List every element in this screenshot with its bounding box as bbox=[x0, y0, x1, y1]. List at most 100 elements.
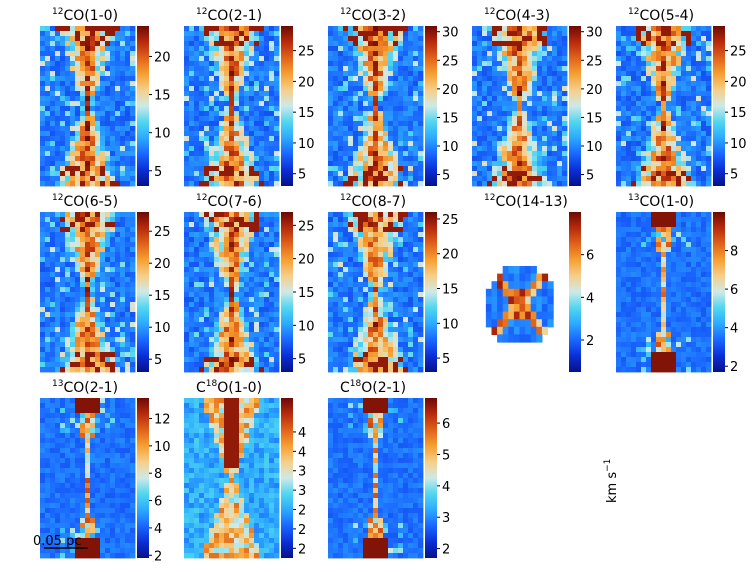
panel-title-line: O(1-0) bbox=[217, 380, 262, 396]
colorbar-tick-label: 4 bbox=[298, 426, 306, 441]
colorbar-tick-label: 10 bbox=[298, 137, 315, 152]
colorbar-tick-label: 25 bbox=[298, 45, 315, 60]
panel-title-line: O(2-1) bbox=[361, 380, 406, 396]
panel: 13CO(1-0) 2 4 6 8 bbox=[616, 193, 738, 375]
panel-title: 12CO(14-13) bbox=[484, 193, 568, 210]
colorbar-tick-label: 10 bbox=[154, 321, 171, 336]
colorbar bbox=[137, 398, 149, 558]
colorbar-tick-label: 12 bbox=[154, 413, 171, 428]
colorbar-tick-label: 2 bbox=[298, 504, 306, 519]
heatmap-cells bbox=[184, 212, 280, 373]
colorbar-tick-label: 15 bbox=[730, 106, 747, 121]
colorbar-tick-label: 15 bbox=[586, 111, 603, 126]
colorbar-tick-label: 5 bbox=[442, 169, 450, 184]
colorbar bbox=[425, 212, 437, 372]
colorbar-tick-label: 5 bbox=[154, 165, 162, 180]
panel-title-isotope: 18 bbox=[206, 379, 218, 389]
panel: 12CO(3-2) 5 10 15 20 25 30 bbox=[328, 7, 459, 187]
colorbar-tick-label: 2 bbox=[730, 360, 738, 375]
heatmap-cells bbox=[40, 212, 136, 373]
heatmap-blob bbox=[485, 266, 554, 343]
colorbar-tick-label: 8 bbox=[730, 245, 738, 260]
colorbar bbox=[713, 26, 725, 186]
panel-title-isotope: 12 bbox=[340, 7, 351, 17]
heatmap-cells bbox=[616, 212, 712, 373]
colorbar-tick-label: 5 bbox=[442, 352, 450, 367]
colorbar-unit-exponent: −1 bbox=[603, 459, 613, 472]
colorbar bbox=[569, 26, 581, 186]
colorbar-tick-label: 4 bbox=[442, 480, 450, 495]
colorbar-tick-label: 6 bbox=[730, 283, 738, 298]
colorbar-tick-label: 6 bbox=[442, 417, 450, 432]
scalebar-label: 0.05 pc bbox=[33, 534, 81, 549]
colorbar-tick-label: 20 bbox=[586, 83, 603, 98]
panel-title: 13CO(2-1) bbox=[52, 379, 118, 396]
colorbar-tick-label: 20 bbox=[298, 75, 315, 90]
colorbar bbox=[281, 398, 293, 558]
panel-title-isotope: 12 bbox=[52, 193, 63, 203]
colorbar bbox=[425, 26, 437, 186]
overlay-layer: 0.05 pc km s−1 bbox=[33, 459, 620, 549]
panel-title-line: CO(5-4) bbox=[639, 8, 694, 24]
colorbar-tick-label: 8 bbox=[154, 467, 162, 482]
panel-title-isotope: 12 bbox=[484, 193, 495, 203]
colorbar-tick-label: 3 bbox=[298, 465, 306, 480]
colorbar-tick-label: 10 bbox=[442, 140, 459, 155]
panel-title: C18O(2-1) bbox=[340, 379, 406, 396]
colorbar-tick-label: 6 bbox=[586, 249, 594, 264]
colorbar-tick-label: 25 bbox=[442, 213, 459, 228]
panel-title: 12CO(8-7) bbox=[340, 193, 406, 210]
panel-title: C18O(1-0) bbox=[196, 379, 262, 396]
colorbar-tick-label: 4 bbox=[730, 322, 738, 337]
colorbar-tick-label: 5 bbox=[154, 353, 162, 368]
colorbar-tick-label: 10 bbox=[298, 319, 315, 334]
colorbar-tick-label: 15 bbox=[154, 289, 171, 304]
colorbar-tick-label: 15 bbox=[298, 286, 315, 301]
colorbar-tick-label: 2 bbox=[442, 543, 450, 558]
panel-title-line: CO(3-2) bbox=[351, 8, 406, 24]
panel-title-isotope: 12 bbox=[196, 7, 207, 17]
colorbar bbox=[569, 212, 581, 372]
colorbar bbox=[425, 398, 437, 558]
colorbar-tick-label: 10 bbox=[154, 127, 171, 142]
colorbar-tick-label: 5 bbox=[298, 353, 306, 368]
colorbar-tick-label: 25 bbox=[154, 225, 171, 240]
panel-title: 12CO(3-2) bbox=[340, 7, 406, 24]
colorbar-tick-label: 25 bbox=[586, 54, 603, 69]
panel-title-isotope: 12 bbox=[196, 193, 207, 203]
heatmap-cells bbox=[616, 26, 712, 187]
panel: 13CO(2-1) 2 4 6 8 10 12 bbox=[40, 379, 171, 564]
colorbar-tick-label: 25 bbox=[442, 54, 459, 69]
colorbar-tick-label: 2 bbox=[154, 549, 162, 564]
panel-title-isotope: 12 bbox=[484, 7, 495, 17]
panel: 12CO(4-3) 5 10 15 20 25 30 bbox=[472, 7, 603, 187]
panel: C18O(2-1) 2 3 4 5 6 bbox=[328, 379, 450, 559]
colorbar-tick-label: 5 bbox=[730, 168, 738, 183]
colorbar-tick-label: 30 bbox=[442, 26, 459, 41]
colorbar-tick-label: 2 bbox=[298, 523, 306, 538]
panel-title-line: CO(7-6) bbox=[207, 194, 262, 210]
colorbar-tick-label: 25 bbox=[298, 219, 315, 234]
colorbar bbox=[281, 212, 293, 372]
colorbar-unit-label: km s−1 bbox=[603, 459, 620, 503]
panel-title: 12CO(1-0) bbox=[52, 7, 118, 24]
colorbar-tick-label: 10 bbox=[586, 140, 603, 155]
colorbar-tick-label: 10 bbox=[442, 317, 459, 332]
colorbar-tick-label: 20 bbox=[154, 50, 171, 65]
colorbar-tick-label: 15 bbox=[298, 106, 315, 121]
panel-title-isotope: 13 bbox=[628, 193, 639, 203]
panel: C18O(1-0) 2 2 2 3 3 4 4 bbox=[184, 379, 306, 559]
panel-title-line: CO(8-7) bbox=[351, 194, 406, 210]
panel-title-prefix: C bbox=[196, 380, 206, 396]
panels-layer: 12CO(1-0)510152012CO(2-1)51015202512CO(3… bbox=[40, 7, 747, 564]
heatmap-cells bbox=[184, 26, 280, 187]
panel-title-line: CO(1-0) bbox=[63, 8, 118, 24]
panel-title-line: CO(2-1) bbox=[63, 380, 118, 396]
colorbar-tick-label: 20 bbox=[442, 248, 459, 263]
heatmap-cells bbox=[472, 26, 568, 187]
heatmap-cells bbox=[184, 398, 280, 559]
colorbar-tick-label: 15 bbox=[442, 111, 459, 126]
colorbar-tick-label: 4 bbox=[298, 445, 306, 460]
colorbar-tick-label: 2 bbox=[298, 542, 306, 557]
